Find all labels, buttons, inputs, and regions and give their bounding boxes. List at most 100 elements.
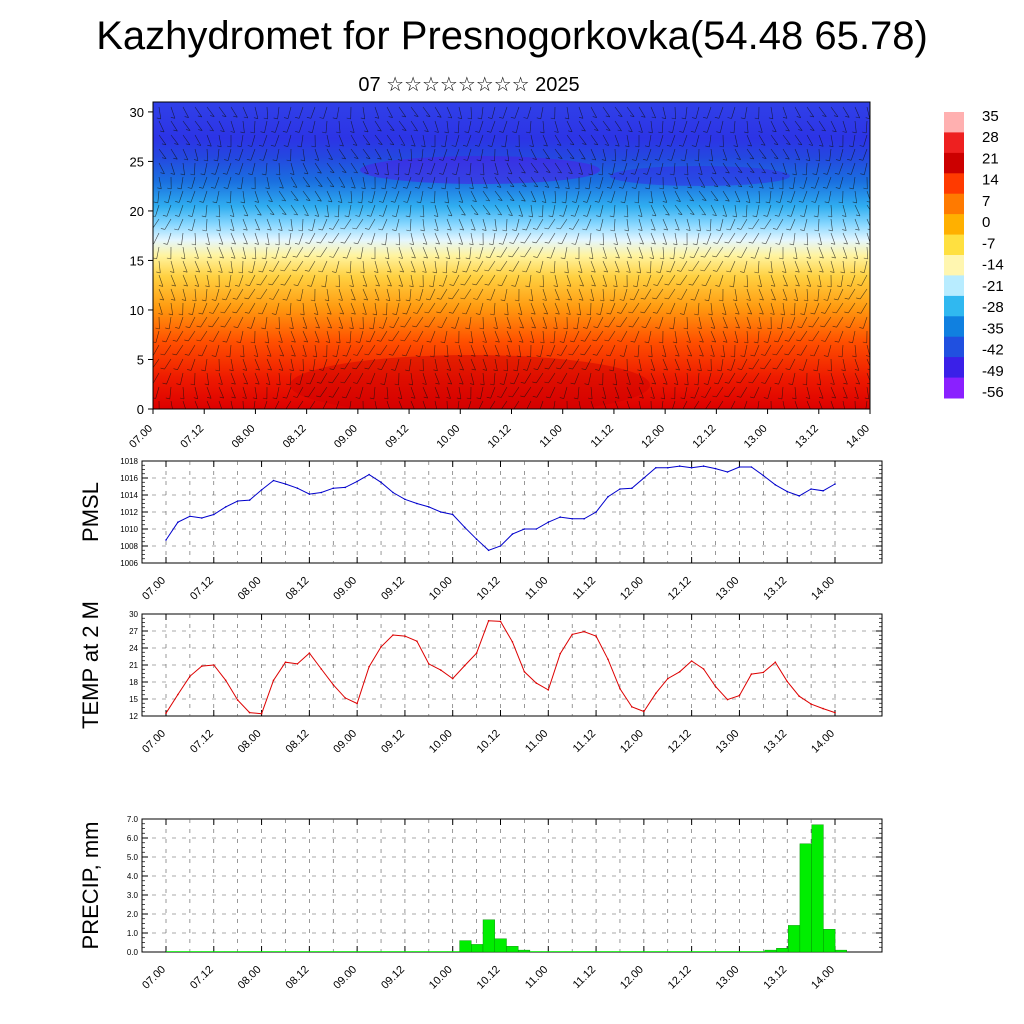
wind-barb-flag: [341, 157, 346, 160]
wind-barb: [513, 400, 520, 409]
wind-barb: [662, 190, 668, 203]
wind-barb-flag: [164, 201, 169, 203]
wind-barb: [385, 232, 388, 245]
wind-barb: [613, 288, 616, 301]
wind-barb: [614, 134, 620, 147]
wind-barb-flag: [383, 397, 389, 400]
wind-barb: [602, 120, 611, 131]
wind-barb: [442, 162, 448, 175]
wind-barb-flag: [523, 117, 528, 119]
wind-barb: [866, 204, 870, 211]
wind-barb: [250, 148, 256, 161]
wind-barb: [854, 204, 861, 217]
wind-barb-flag: [429, 285, 434, 288]
wind-barb-flag: [243, 228, 248, 231]
wind-barb: [368, 358, 376, 370]
wind-barb: [350, 162, 358, 174]
x-tick-label: 13.12: [793, 423, 821, 451]
wind-barb: [609, 344, 616, 357]
wind-barb-flag: [400, 144, 405, 146]
wind-barb: [386, 106, 393, 118]
x-tick-label: 11.12: [571, 964, 598, 991]
wind-barb: [444, 176, 448, 189]
wind-barb: [325, 120, 328, 134]
wind-barb: [368, 218, 376, 230]
wind-barb-flag: [288, 229, 293, 232]
wind-barb: [302, 190, 311, 201]
wind-barb-flag: [549, 341, 554, 344]
colorbar-label: -7: [982, 235, 995, 252]
y-tick-label: 1014: [120, 491, 138, 500]
wind-barb: [536, 372, 544, 384]
wind-barb: [374, 274, 380, 287]
wind-barb: [566, 274, 572, 287]
wind-barb-flag: [740, 355, 745, 357]
wind-barb: [299, 372, 304, 385]
wind-barb: [782, 274, 788, 287]
wind-barb: [698, 358, 702, 371]
wind-barb-flag: [364, 367, 369, 370]
wind-barb: [371, 232, 376, 245]
wind-barb: [614, 372, 618, 385]
wind-barb-flag: [168, 313, 173, 316]
wind-barb: [758, 120, 763, 133]
wind-barb: [170, 148, 178, 160]
wind-barb: [278, 176, 284, 189]
wind-barb: [206, 400, 211, 409]
wind-barb: [602, 106, 611, 118]
wind-barb: [429, 288, 436, 301]
wind-barb: [470, 330, 474, 343]
wind-barb-flag: [773, 340, 779, 343]
wind-barb: [842, 232, 848, 245]
wind-barb-flag: [838, 355, 843, 358]
wind-barb-flag: [701, 396, 706, 398]
wind-barb-flag: [460, 283, 465, 286]
wind-barb-flag: [267, 368, 272, 371]
wind-barb: [842, 358, 846, 371]
wind-barb-flag: [856, 312, 861, 314]
wind-barb-flag: [162, 340, 167, 343]
wind-barb: [674, 372, 679, 385]
wind-barb: [262, 260, 268, 273]
wind-barb: [373, 386, 376, 399]
data-point: [774, 661, 777, 663]
precip-bar: [776, 948, 789, 953]
wind-barb-flag: [544, 241, 549, 244]
wind-barb: [758, 288, 764, 301]
wind-barb-flag: [307, 285, 312, 287]
wind-barb: [794, 302, 796, 316]
wind-barb: [453, 274, 460, 286]
wind-barb: [674, 190, 681, 202]
wind-barb: [206, 260, 212, 273]
wind-barb-flag: [615, 256, 620, 259]
wind-barb: [266, 106, 268, 120]
wind-barb: [350, 134, 358, 146]
wind-barb-flag: [508, 214, 513, 216]
wind-barb: [382, 204, 388, 217]
wind-barb: [470, 190, 477, 202]
wind-barb: [782, 302, 785, 315]
wind-barb: [754, 344, 760, 357]
wind-barb-flag: [856, 297, 861, 300]
wind-barb-flag: [490, 159, 495, 162]
wind-barb: [182, 400, 186, 409]
wind-barb: [566, 260, 569, 273]
wind-barb-flag: [422, 383, 427, 385]
wind-barb: [494, 176, 502, 188]
wind-barb: [321, 260, 328, 273]
wind-barb-flag: [743, 341, 749, 344]
precip-bar: [447, 951, 460, 952]
wind-barb-flag: [678, 411, 682, 412]
wind-barb: [596, 330, 604, 342]
wind-barb-flag: [510, 199, 515, 201]
wind-barb: [794, 120, 803, 131]
wind-barb: [646, 162, 652, 175]
wind-barb: [252, 260, 256, 273]
wind-barb-flag: [304, 214, 309, 216]
wind-barb: [194, 400, 199, 409]
x-tick-label: 12.00: [618, 728, 646, 756]
wind-barb-flag: [165, 327, 170, 330]
wind-barb-flag: [800, 313, 805, 315]
wind-barb-flag: [243, 214, 248, 217]
